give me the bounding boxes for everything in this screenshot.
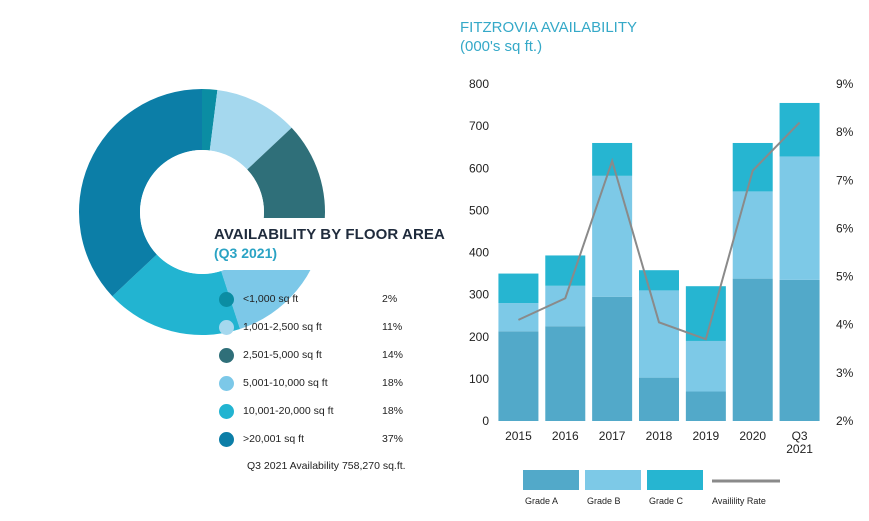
legend-label: Grade B <box>587 496 621 506</box>
y2-tick-label: 2% <box>836 414 854 428</box>
legend-swatch <box>219 404 234 419</box>
legend-item: 10,001-20,000 sq ft 18% <box>219 402 409 430</box>
legend-item: 2,501-5,000 sq ft 14% <box>219 346 409 374</box>
legend-item: >20,001 sq ft 37% <box>219 430 409 458</box>
donut-slice-4 <box>112 254 241 335</box>
legend-swatch <box>219 348 234 363</box>
y2-tick-label: 7% <box>836 173 854 187</box>
donut-subtitle: (Q3 2021) <box>214 245 278 261</box>
bar-grade-b <box>732 191 773 279</box>
bar-grade-a <box>592 296 633 421</box>
legend-value: 18% <box>382 377 404 389</box>
donut-legend: <1,000 sq ft 2% 1,001-2,500 sq ft 11% 2,… <box>219 290 409 458</box>
donut-slice-5 <box>79 89 202 297</box>
legend-label: >20,001 sq ft <box>243 433 305 445</box>
donut-footnote: Q3 2021 Availability 758,270 sq.ft. <box>247 460 406 472</box>
x-tick-label: 2020 <box>739 429 766 443</box>
y-tick-label: 800 <box>469 77 489 91</box>
bar-chart-title: FITZROVIA AVAILABILITY (000's sq ft.) <box>460 18 637 56</box>
bar-grade-c <box>498 273 539 304</box>
y-tick-label: 0 <box>482 414 489 428</box>
legend-label: Availility Rate <box>712 496 766 506</box>
x-tick-label: 2018 <box>646 429 673 443</box>
bar-grade-c <box>732 142 773 192</box>
legend-label: 10,001-20,000 sq ft <box>243 405 334 417</box>
bar-grade-a <box>732 278 773 421</box>
bar-grade-a <box>498 331 539 421</box>
x-tick-label: 2017 <box>599 429 626 443</box>
bar-chart-title-text: FITZROVIA AVAILABILITY <box>460 19 637 36</box>
legend-swatch <box>523 470 579 490</box>
donut-title: AVAILABILITY BY FLOOR AREA <box>214 226 445 243</box>
bar-grade-b <box>498 303 539 332</box>
legend-label: 1,001-2,500 sq ft <box>243 321 322 333</box>
legend-swatch <box>585 470 641 490</box>
donut-slice-1 <box>209 89 292 170</box>
legend-value: 2% <box>382 293 398 305</box>
bar-grade-b <box>639 290 679 378</box>
availability-rate-line <box>518 121 801 341</box>
bar-grade-b <box>545 285 586 327</box>
bar-chart-subtitle: (000's sq ft.) <box>460 38 543 55</box>
y2-tick-label: 6% <box>836 221 854 235</box>
bar-grade-c <box>685 286 726 341</box>
legend-label: <1,000 sq ft <box>243 293 299 305</box>
x-tick-label: 2016 <box>552 429 579 443</box>
legend-swatch <box>219 292 234 307</box>
y2-tick-label: 4% <box>836 318 854 332</box>
y-tick-label: 200 <box>469 330 489 344</box>
y2-tick-label: 3% <box>836 366 854 380</box>
x-tick-label: 2021 <box>786 442 813 456</box>
legend-item: <1,000 sq ft 2% <box>219 290 409 318</box>
bar-grade-a <box>685 391 726 421</box>
y2-tick-label: 8% <box>836 125 854 139</box>
x-tick-label: Q3 <box>792 429 808 443</box>
legend-swatch <box>219 376 234 391</box>
legend-label: 5,001-10,000 sq ft <box>243 377 328 389</box>
donut-slice-2 <box>247 127 326 228</box>
bar-grade-a <box>779 279 820 421</box>
legend-value: 14% <box>382 349 404 361</box>
bar-grade-a <box>639 377 679 421</box>
legend-swatch <box>219 320 234 335</box>
legend-label: Grade A <box>525 496 558 506</box>
y2-tick-label: 9% <box>836 77 854 91</box>
legend-value: 18% <box>382 405 404 417</box>
legend-swatch <box>647 470 703 490</box>
bar-grade-b <box>779 156 820 280</box>
x-tick-label: 2015 <box>505 429 532 443</box>
bar-grade-b <box>685 340 726 392</box>
legend-value: 37% <box>382 433 404 445</box>
y-tick-label: 100 <box>469 372 489 386</box>
donut-slice-0 <box>202 89 218 151</box>
legend-label: Grade C <box>649 496 684 506</box>
y-tick-label: 600 <box>469 161 489 175</box>
x-tick-label: 2019 <box>693 429 720 443</box>
y2-tick-label: 5% <box>836 270 854 284</box>
title-backdrop <box>208 218 440 270</box>
bar-grade-c <box>779 102 820 157</box>
bar-grade-a <box>545 326 586 421</box>
legend-label: 2,501-5,000 sq ft <box>243 349 322 361</box>
y-tick-label: 700 <box>469 119 489 133</box>
legend-item: 1,001-2,500 sq ft 11% <box>219 318 409 346</box>
legend-item: 5,001-10,000 sq ft 18% <box>219 374 409 402</box>
legend-swatch <box>219 432 234 447</box>
y-tick-label: 400 <box>469 246 489 260</box>
bar-grade-b <box>592 175 633 297</box>
y-tick-label: 500 <box>469 203 489 217</box>
y-tick-label: 300 <box>469 288 489 302</box>
legend-value: 11% <box>382 321 403 333</box>
